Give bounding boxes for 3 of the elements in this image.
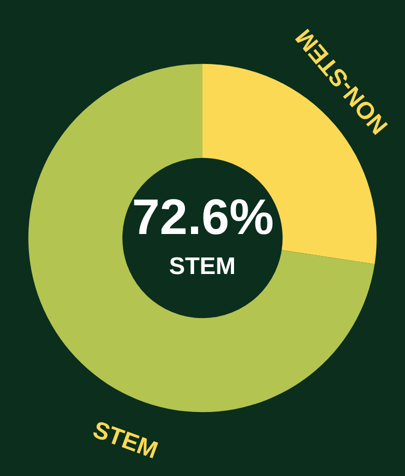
text: STEM [169, 253, 236, 280]
text: 72.6% [132, 189, 274, 245]
slice-label: STEM [89, 416, 162, 464]
